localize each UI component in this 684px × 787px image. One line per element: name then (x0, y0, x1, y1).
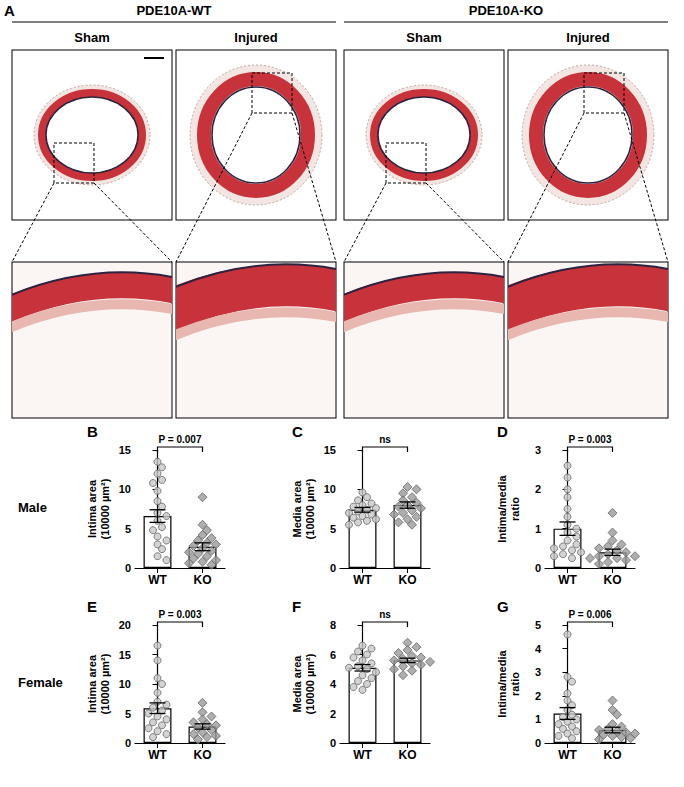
svg-text:P = 0.003: P = 0.003 (159, 609, 202, 620)
svg-text:Injured: Injured (566, 30, 609, 45)
svg-text:3: 3 (535, 666, 541, 678)
svg-text:10: 10 (119, 678, 131, 690)
svg-text:F: F (292, 598, 301, 615)
svg-text:1: 1 (535, 713, 541, 725)
svg-text:WT: WT (148, 748, 167, 762)
svg-text:6: 6 (330, 649, 336, 661)
svg-text:P = 0.006: P = 0.006 (569, 609, 612, 620)
svg-text:KO: KO (604, 748, 622, 762)
svg-text:WT: WT (353, 748, 372, 762)
svg-text:0: 0 (125, 737, 131, 749)
svg-text:A: A (4, 2, 15, 19)
svg-text:4: 4 (535, 643, 542, 655)
svg-text:ns: ns (379, 609, 391, 620)
svg-text:ns: ns (379, 434, 391, 445)
svg-text:5: 5 (535, 619, 541, 631)
svg-text:Female: Female (18, 675, 63, 690)
svg-text:D: D (497, 423, 508, 440)
svg-text:Intima area: Intima area (86, 654, 98, 713)
svg-text:G: G (497, 598, 509, 615)
svg-text:Sham: Sham (74, 30, 109, 45)
svg-text:Intima area: Intima area (86, 479, 98, 538)
svg-text:PDE10A-KO: PDE10A-KO (469, 3, 543, 18)
svg-text:ratio: ratio (509, 497, 521, 521)
svg-text:PDE10A-WT: PDE10A-WT (136, 3, 211, 18)
svg-text:15: 15 (324, 444, 336, 456)
svg-text:3: 3 (535, 444, 541, 456)
svg-text:10: 10 (324, 483, 336, 495)
svg-text:KO: KO (399, 573, 417, 587)
svg-text:(10000 µm²): (10000 µm²) (99, 653, 111, 714)
svg-text:5: 5 (125, 708, 131, 720)
svg-text:E: E (87, 598, 97, 615)
svg-text:(10000 µm²): (10000 µm²) (99, 478, 111, 539)
svg-text:2: 2 (330, 708, 336, 720)
svg-text:5: 5 (330, 523, 336, 535)
svg-text:WT: WT (558, 573, 577, 587)
svg-text:Media area: Media area (291, 480, 303, 538)
svg-text:P = 0.007: P = 0.007 (159, 434, 202, 445)
svg-text:10: 10 (119, 483, 131, 495)
svg-text:2: 2 (535, 483, 541, 495)
svg-text:8: 8 (330, 619, 336, 631)
svg-text:15: 15 (119, 444, 131, 456)
svg-text:WT: WT (148, 573, 167, 587)
svg-text:KO: KO (399, 748, 417, 762)
svg-text:KO: KO (194, 748, 212, 762)
svg-text:Intima/media: Intima/media (496, 475, 508, 543)
svg-text:(10000 µm²): (10000 µm²) (304, 653, 316, 714)
svg-text:0: 0 (535, 562, 541, 574)
svg-text:P = 0.003: P = 0.003 (569, 434, 612, 445)
svg-text:KO: KO (604, 573, 622, 587)
svg-text:C: C (292, 423, 303, 440)
svg-text:0: 0 (125, 562, 131, 574)
svg-text:5: 5 (125, 523, 131, 535)
svg-text:0: 0 (535, 737, 541, 749)
svg-text:Sham: Sham (406, 30, 441, 45)
svg-text:4: 4 (330, 678, 337, 690)
svg-text:B: B (87, 423, 98, 440)
svg-text:WT: WT (353, 573, 372, 587)
svg-text:0: 0 (330, 562, 336, 574)
svg-text:Media area: Media area (291, 655, 303, 713)
svg-text:KO: KO (194, 573, 212, 587)
svg-text:WT: WT (558, 748, 577, 762)
svg-text:Male: Male (18, 500, 47, 515)
svg-text:1: 1 (535, 523, 541, 535)
svg-text:20: 20 (119, 619, 131, 631)
svg-text:Injured: Injured (234, 30, 277, 45)
svg-text:Intima/media: Intima/media (496, 650, 508, 718)
svg-text:ratio: ratio (509, 672, 521, 696)
svg-text:(10000 µm²): (10000 µm²) (304, 478, 316, 539)
svg-text:15: 15 (119, 649, 131, 661)
svg-text:0: 0 (330, 737, 336, 749)
svg-text:2: 2 (535, 690, 541, 702)
